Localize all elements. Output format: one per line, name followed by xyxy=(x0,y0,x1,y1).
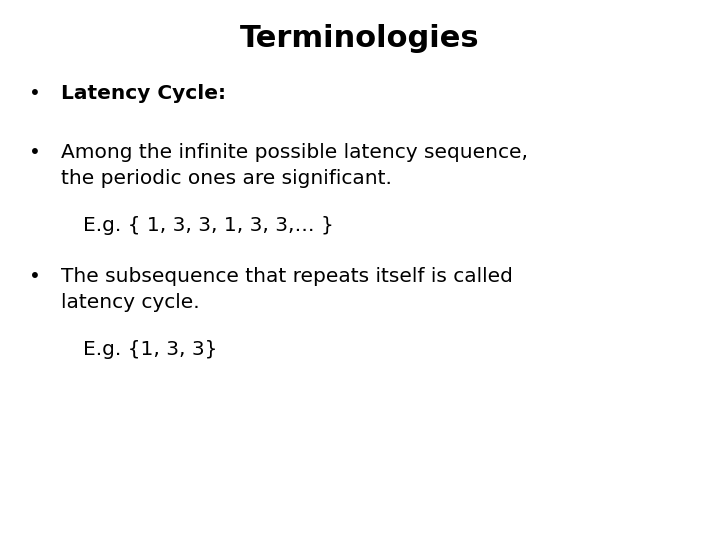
Text: •: • xyxy=(29,143,40,162)
Text: E.g. {1, 3, 3}: E.g. {1, 3, 3} xyxy=(83,340,217,359)
Text: E.g. { 1, 3, 3, 1, 3, 3,… }: E.g. { 1, 3, 3, 1, 3, 3,… } xyxy=(83,216,333,235)
Text: Terminologies: Terminologies xyxy=(240,24,480,53)
Text: •: • xyxy=(29,84,40,103)
Text: Among the infinite possible latency sequence,
the periodic ones are significant.: Among the infinite possible latency sequ… xyxy=(61,143,528,188)
Text: The subsequence that repeats itself is called
latency cycle.: The subsequence that repeats itself is c… xyxy=(61,267,513,312)
Text: •: • xyxy=(29,267,40,286)
Text: Latency Cycle:: Latency Cycle: xyxy=(61,84,226,103)
